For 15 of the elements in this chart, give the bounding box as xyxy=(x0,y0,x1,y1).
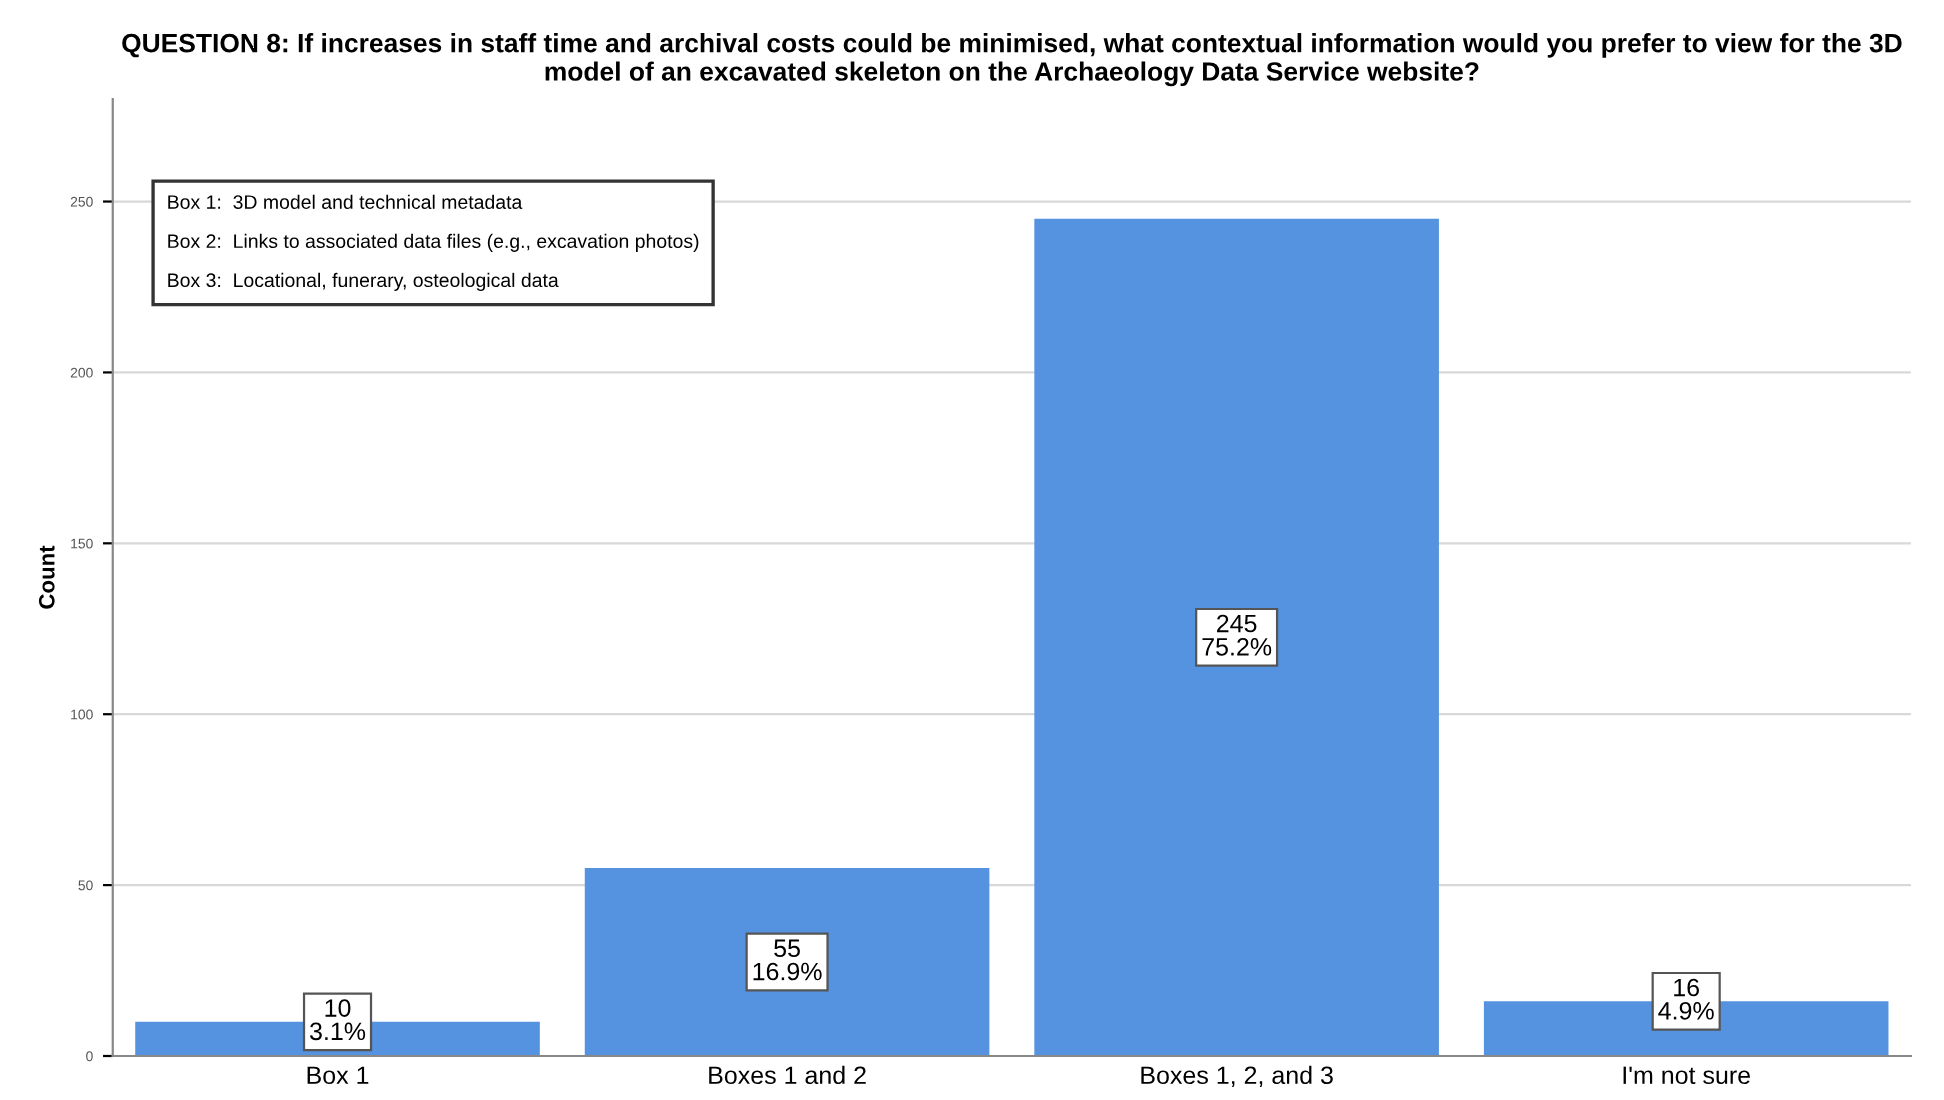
data-label: 55 16.9% xyxy=(753,939,822,981)
bar xyxy=(1034,218,1439,1056)
annotation: Box 3: Locational, funerary, osteological data xyxy=(168,272,559,291)
chart-title: QUESTION 8: If increases in staff time and archival costs could be minimised, what contextual information would you prefer to view for the 3D model of an excavated skeleton on the Archaeology Data Service website? xyxy=(122,33,1902,87)
x-tick-label: Boxes 1, 2, and 3 xyxy=(1141,1065,1333,1088)
y-axis-title: Count xyxy=(38,545,55,609)
x-tick-label: Box 1 xyxy=(307,1066,369,1085)
bar xyxy=(584,868,990,1056)
annotation: Box 2: Links to associated data files (e.g., excavation photos) xyxy=(168,233,699,252)
annotation: Box 1: 3D model and technical metadata xyxy=(168,194,523,209)
data-label: 10 3.1% xyxy=(309,999,366,1041)
x-tick-label: Boxes 1 and 2 xyxy=(709,1065,866,1085)
data-label: 245 75.2% xyxy=(1202,614,1272,656)
x-tick-label: I'm not sure xyxy=(1623,1066,1750,1085)
data-label: 16 4.9% xyxy=(1658,978,1714,1020)
